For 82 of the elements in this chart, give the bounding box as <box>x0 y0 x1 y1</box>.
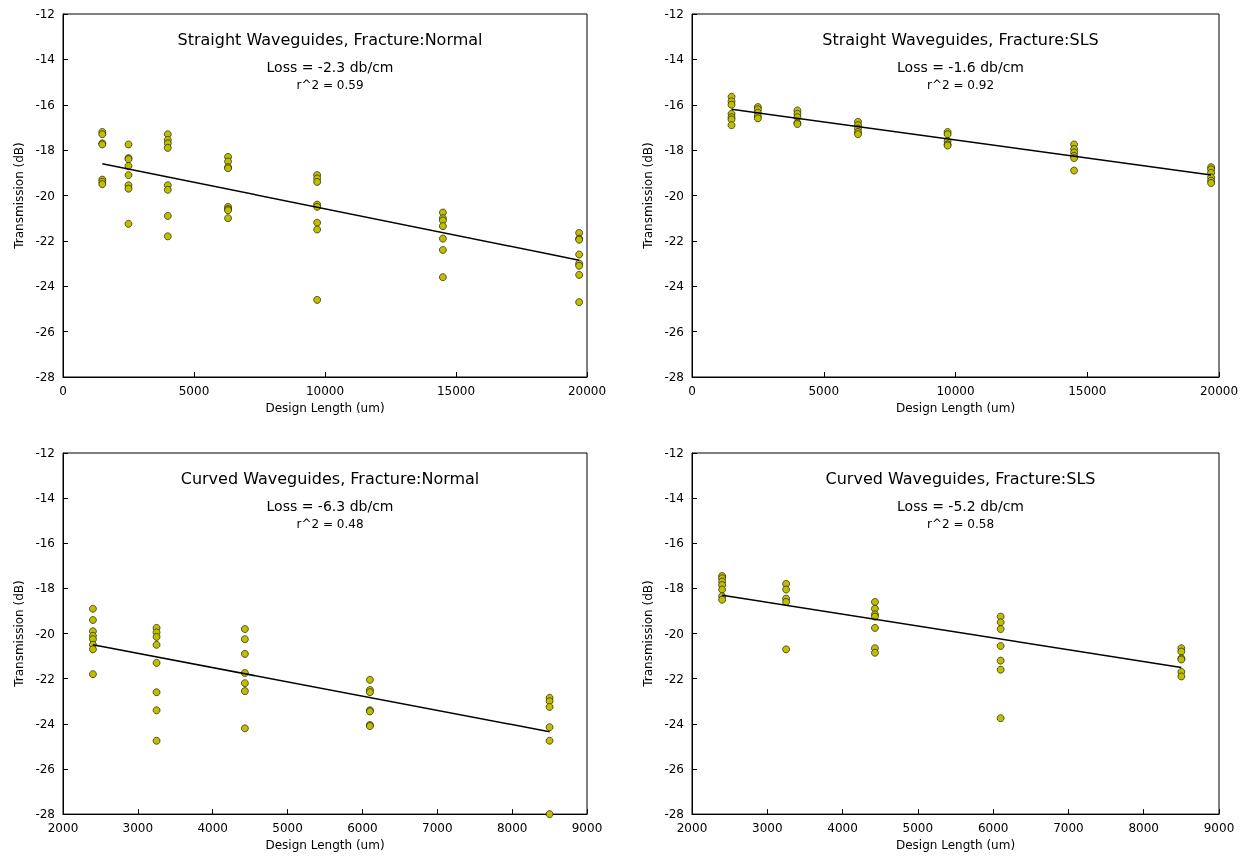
x-tick-label: 2000 <box>676 821 708 836</box>
y-tick-label: -18 <box>664 143 684 158</box>
y-tick-label: -16 <box>664 536 684 551</box>
x-tick-label: 0 <box>688 384 696 398</box>
x-axis-title: Design Length (um) <box>895 400 1016 415</box>
x-tick-label: 20000 <box>1199 384 1239 398</box>
x-tick-label: 0 <box>59 384 67 398</box>
x-tick-label: 8000 <box>496 821 528 836</box>
text: Curved Waveguides, Fracture:SLS <box>825 468 1096 488</box>
y-tick-label: -12 <box>35 7 55 21</box>
annotation: Loss = -6.3 db/cm <box>266 498 394 514</box>
y-tick-label: -20 <box>664 188 684 203</box>
y-tick-label: -14 <box>664 491 684 506</box>
y-tick-label: -14 <box>35 491 55 506</box>
y-tick-label: -28 <box>35 370 55 384</box>
y-tick-label: -28 <box>35 807 55 822</box>
x-tick-label: 7000 <box>422 821 453 836</box>
y-tick-label: -20 <box>35 188 55 203</box>
y-tick-label: -22 <box>35 233 55 248</box>
x-tick-label: 2000 <box>47 821 79 836</box>
y-tick-label: -12 <box>664 7 684 21</box>
y-tick-label: -28 <box>664 370 684 384</box>
x-tick-label: 6000 <box>977 821 1009 836</box>
x-tick-label: 9000 <box>1203 821 1235 836</box>
annotation: r^2 = 0.48 <box>296 517 364 531</box>
text: Straight Waveguides, Fracture:SLS <box>822 29 1099 49</box>
x-tick-label: 15000 <box>1068 384 1107 398</box>
y-tick-label: -24 <box>664 279 684 294</box>
annotation: r^2 = 0.92 <box>926 78 995 92</box>
y-tick-label: -22 <box>664 233 684 248</box>
y-tick-label: -12 <box>664 446 684 460</box>
x-tick-label: 3000 <box>122 821 154 836</box>
y-tick-label: -26 <box>35 761 55 776</box>
y-tick-label: -22 <box>664 671 684 686</box>
y-tick-label: -22 <box>35 671 55 686</box>
x-tick-label: 5000 <box>902 821 934 836</box>
y-axis-title: Transmission (dB) <box>11 142 26 250</box>
y-tick-label: -16 <box>35 97 55 112</box>
y-tick-label: -12 <box>35 446 55 460</box>
x-axis-title: Design Length (um) <box>265 838 385 852</box>
y-tick-label: -24 <box>35 716 55 731</box>
y-tick-label: -14 <box>35 52 55 67</box>
x-tick-label: 10000 <box>936 384 975 398</box>
y-tick-label: -26 <box>664 324 684 339</box>
x-tick-label: 3000 <box>752 821 783 836</box>
annotation: r^2 = 0.58 <box>926 517 995 531</box>
annotation: Loss = -1.6 db/cm <box>897 59 1024 75</box>
y-tick-label: -24 <box>664 716 684 731</box>
x-tick-label: 5000 <box>178 384 210 398</box>
x-tick-label: 8000 <box>1128 821 1159 836</box>
x-tick-label: 5000 <box>808 384 840 398</box>
x-tick-label: 6000 <box>347 821 378 836</box>
y-tick-label: -20 <box>35 626 55 641</box>
y-axis-title: Transmission (dB) <box>640 580 655 688</box>
x-tick-label: 15000 <box>436 384 476 398</box>
y-tick-label: -18 <box>664 581 684 596</box>
y-axis-title: Transmission (dB) <box>640 142 655 250</box>
x-tick-label: 5000 <box>272 821 303 836</box>
y-tick-label: -26 <box>35 324 55 339</box>
x-tick-label: 10000 <box>305 384 345 398</box>
y-tick-label: -28 <box>664 807 684 822</box>
y-tick-label: -14 <box>664 52 684 67</box>
text: Curved Waveguides, Fracture:Normal <box>180 468 480 488</box>
y-tick-label: -26 <box>664 761 684 776</box>
text: Straight Waveguides, Fracture:Normal <box>177 29 483 49</box>
y-tick-label: -16 <box>35 536 55 551</box>
x-tick-label: 4000 <box>197 821 228 836</box>
y-tick-label: -18 <box>35 581 55 596</box>
x-axis-title: Design Length (um) <box>895 838 1016 852</box>
y-tick-label: -24 <box>35 279 55 294</box>
y-tick-label: -18 <box>35 143 55 158</box>
y-axis-title: Transmission (dB) <box>11 580 26 688</box>
y-tick-label: -16 <box>664 97 684 112</box>
x-tick-label: 7000 <box>1053 821 1084 836</box>
annotation: Loss = -2.3 db/cm <box>266 59 394 75</box>
annotation: Loss = -5.2 db/cm <box>897 498 1024 514</box>
x-tick-label: 9000 <box>571 821 603 836</box>
annotation: r^2 = 0.59 <box>296 78 364 92</box>
x-tick-label: 4000 <box>827 821 858 836</box>
x-axis-title: Design Length (um) <box>265 400 385 415</box>
y-tick-label: -20 <box>664 626 684 641</box>
x-tick-label: 20000 <box>567 384 607 398</box>
